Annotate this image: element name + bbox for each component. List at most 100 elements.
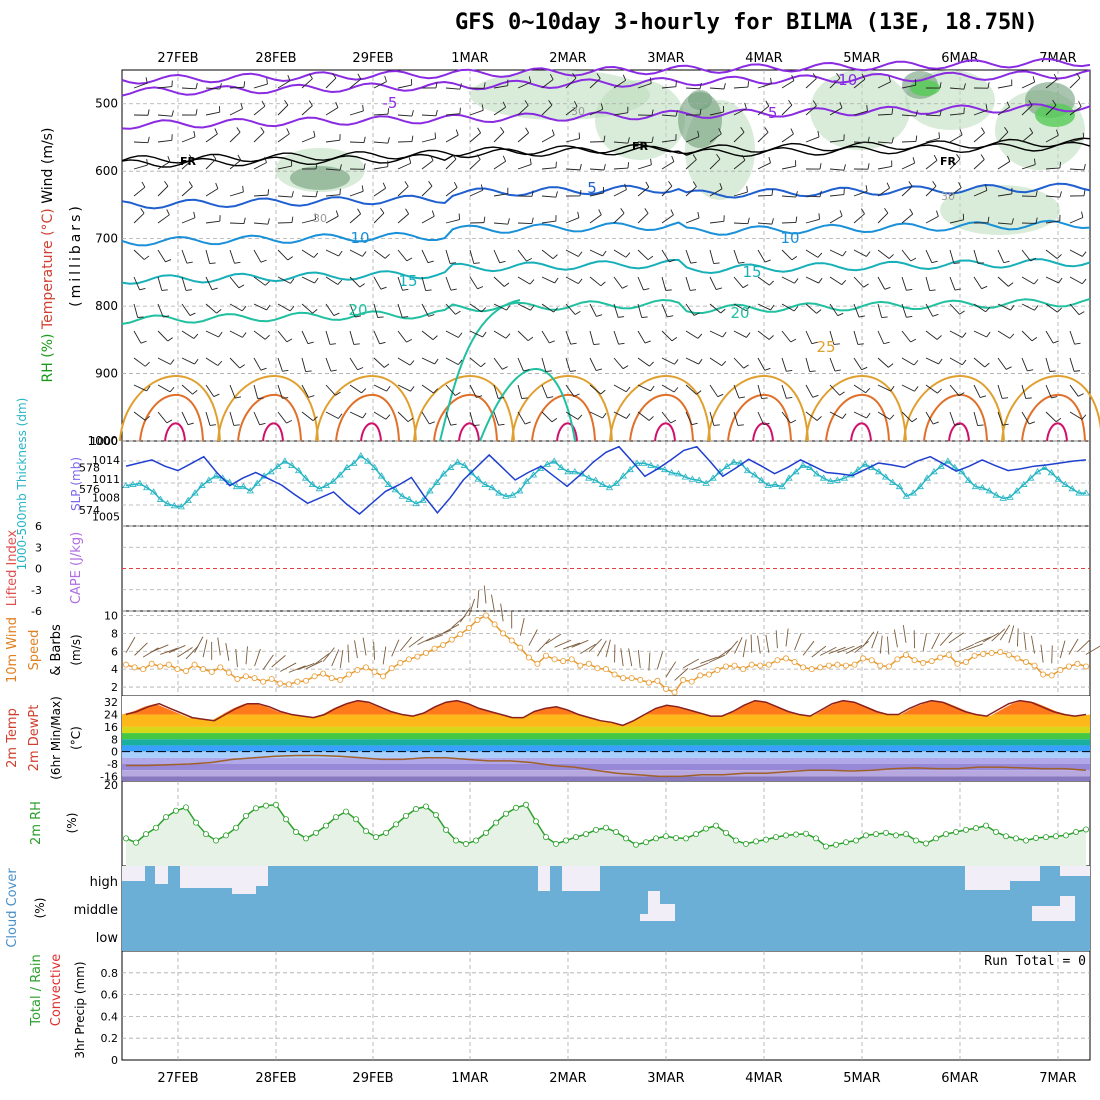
wind-barb-staff <box>205 220 220 224</box>
lifted-index-tick-label: 0 <box>35 563 42 576</box>
wind-barb-staff <box>421 114 437 117</box>
wind-barb-flag <box>333 312 340 316</box>
contour-label: 5 <box>587 179 597 197</box>
wind-barb-flag <box>502 366 508 370</box>
wind-barb-staff <box>157 330 169 342</box>
wind-barb-staff <box>589 168 604 171</box>
wind-barb-flag <box>171 110 174 117</box>
wind-barb-flag <box>596 73 601 79</box>
wind-barb-staff <box>997 85 1012 89</box>
wind-barb-flag <box>603 135 606 142</box>
wind-barb-staff <box>133 212 145 224</box>
wind10-barb <box>305 660 323 670</box>
wind10-point <box>328 675 335 682</box>
wind-barb-flag <box>215 182 219 189</box>
wind-barb-staff <box>541 276 555 284</box>
wind-barb-staff <box>685 384 697 395</box>
wind-barb-flag <box>405 208 410 215</box>
wind-barb-staff <box>301 357 307 372</box>
wind10-point <box>543 652 550 659</box>
wind10-point <box>560 658 567 665</box>
wind-barb-flag <box>425 289 432 291</box>
wind10-barb <box>734 637 743 654</box>
wind-barb-staff <box>973 132 985 143</box>
rh2m-point <box>282 816 289 823</box>
wind-barb-staff <box>1021 303 1035 311</box>
wind-barb-flag <box>963 83 966 90</box>
wind10-barb <box>280 662 297 672</box>
wind-barb-staff <box>973 330 987 338</box>
wind-barb-flag <box>936 210 939 217</box>
wind-barb-flag <box>1006 101 1010 108</box>
temperature-contour-30 <box>139 394 204 442</box>
wind-barb-flag <box>670 419 677 424</box>
rh-shading-dark <box>688 90 712 110</box>
temperature-contour-30 <box>335 394 400 442</box>
wind-barb-staff <box>277 195 292 198</box>
wind-barb-flag <box>144 361 150 367</box>
wind-barb-staff <box>1021 330 1033 342</box>
wind-barb-flag <box>577 414 583 420</box>
wind-barb-staff <box>205 411 211 426</box>
temp-tick-label: -8 <box>107 758 118 771</box>
date-label-top: 3MAR <box>647 51 684 66</box>
precip-tick-label: 0.6 <box>101 989 119 1002</box>
rh2m-point <box>703 825 710 832</box>
wind-barb-flag <box>977 424 984 426</box>
temp-color-band <box>122 776 1090 781</box>
thickness-point <box>502 492 510 499</box>
rh2m-point <box>613 829 620 836</box>
date-label-bottom: 4MAR <box>745 1071 782 1086</box>
precip-ylabel-2: Convective <box>49 954 64 1027</box>
temperature-contour-25 <box>609 375 711 442</box>
rh2m-point <box>983 822 990 829</box>
wind-barb-staff <box>325 411 339 419</box>
wind-barb-flag <box>217 360 223 366</box>
wind-barb-staff <box>469 357 482 368</box>
cloud-row-label: middle <box>74 903 118 918</box>
dewpt2m-line <box>126 754 1087 778</box>
wind-tick-label: 4 <box>111 663 118 676</box>
precip-ylabel-1: Total / Rain <box>29 954 44 1027</box>
wind-barb-flag <box>985 104 988 111</box>
wind-barb-staff <box>733 86 748 89</box>
wind10-barb <box>528 629 538 646</box>
wind-barb-staff <box>757 105 770 116</box>
wind-barb-staff <box>757 131 769 143</box>
wind-barb-staff <box>589 214 602 224</box>
wind-barb-staff <box>1069 357 1075 372</box>
wind-barb-flag <box>545 370 552 372</box>
wind10-barb <box>665 661 677 678</box>
thickness-point <box>212 472 220 479</box>
wind10-point <box>448 636 455 643</box>
wind-barb-flag <box>1057 307 1062 313</box>
wind10-point <box>594 665 601 672</box>
wind-barb-staff <box>181 159 193 170</box>
thickness-point <box>467 469 476 476</box>
wind10-point <box>234 676 241 683</box>
wind-barb-flag <box>387 137 390 144</box>
wind-barb-flag <box>330 369 337 372</box>
rh2m-point <box>452 837 459 844</box>
wind-barb-staff <box>805 330 813 344</box>
wind-barb-flag <box>528 76 532 83</box>
wind-barb-flag <box>1031 336 1038 342</box>
wind-barb-flag <box>1081 211 1084 218</box>
wind-barb-flag <box>839 210 843 217</box>
wind-barb-staff <box>877 113 893 116</box>
rh2m-point <box>803 830 810 837</box>
wind-barb-flag <box>185 289 192 291</box>
thickness-point <box>343 463 351 470</box>
date-label-top: 2MAR <box>549 51 586 66</box>
temperature-contour-30 <box>727 394 792 442</box>
wind10-point <box>277 680 284 687</box>
wind-barb-staff <box>277 357 283 372</box>
thickness-point <box>633 459 641 466</box>
wind-barb-flag <box>812 73 817 79</box>
date-label-bottom: 5MAR <box>843 1071 880 1086</box>
wind10-point <box>191 661 198 668</box>
wind-barb-staff <box>973 190 988 197</box>
wind-barb-staff <box>349 110 364 116</box>
cloud-ylabel-text: Cloud Cover <box>5 868 20 948</box>
wind10-ylabel-1: 10m Wind <box>5 617 20 683</box>
